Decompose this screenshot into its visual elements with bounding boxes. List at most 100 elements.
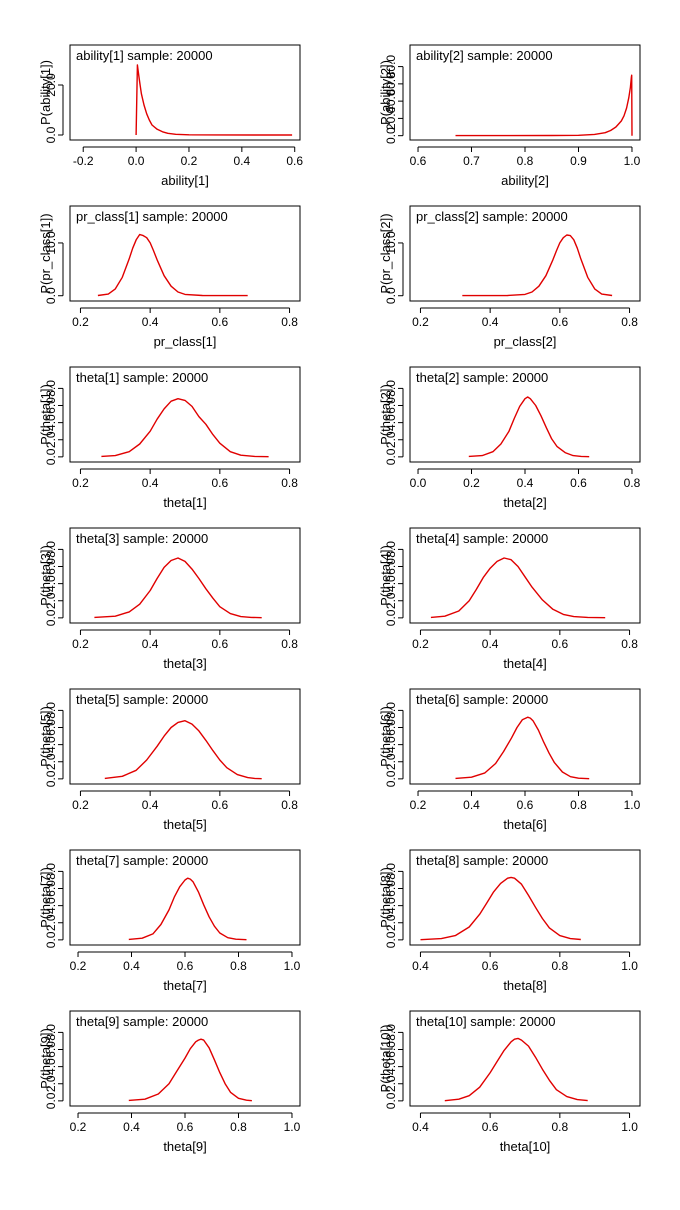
density-panel: theta[7] sample: 20000 0.2 0.4 0.6 0.8 1.0 the…	[0, 845, 340, 1006]
x-tick-label: 0.8	[230, 1120, 247, 1134]
x-tick-label: 0.4	[412, 959, 429, 973]
density-panel: theta[2] sample: 20000 0.0 0.2 0.4 0.6 0.8 the…	[340, 362, 680, 523]
density-panel: theta[4] sample: 20000 0.2 0.4 0.6 0.8 theta[…	[340, 523, 680, 684]
x-tick-label: 0.4	[412, 1120, 429, 1134]
y-tick-label: 6.0	[384, 1041, 398, 1058]
density-panel: theta[3] sample: 20000 0.2 0.4 0.6 0.8 theta[…	[0, 523, 340, 684]
y-axis-label: P(theta[2])	[378, 384, 393, 445]
density-chart: theta[10] sample: 20000 0.4 0.6 0.8 1.0 theta…	[378, 1010, 641, 1154]
density-chart: pr_class[1] sample: 20000 0.2 0.4 0.6 0.8 pr_…	[38, 205, 301, 349]
y-axis-label: P(theta[6])	[378, 706, 393, 767]
x-axis-label: pr_class[2]	[494, 334, 557, 349]
density-panel: pr_class[1] sample: 20000 0.2 0.4 0.6 0.8 pr_…	[0, 201, 340, 362]
y-tick-label: 0.0	[44, 126, 58, 143]
y-tick-label: 8.0	[384, 541, 398, 558]
plot-frame	[69, 688, 301, 785]
density-panel: theta[5] sample: 20000 0.2 0.4 0.6 0.8 theta[…	[0, 684, 340, 845]
plot-frame	[69, 1010, 301, 1107]
density-curve	[455, 716, 590, 780]
y-tick-label: 2.0	[44, 592, 58, 609]
x-tick-label: 0.4	[123, 1120, 140, 1134]
plot-frame	[69, 849, 301, 946]
x-axis-label: ability[1]	[161, 173, 209, 188]
y-tick-label: 4.0	[44, 897, 58, 914]
x-tick-label: 0.6	[212, 798, 229, 812]
x-tick-label: 0.6	[177, 1120, 194, 1134]
x-axis-label: theta[7]	[163, 978, 206, 993]
y-tick-label: 2.0	[384, 1075, 398, 1092]
density-curve	[444, 1037, 588, 1102]
y-tick-label: 0.0	[384, 609, 398, 626]
density-chart: theta[9] sample: 20000 0.2 0.4 0.6 0.8 1.0 the…	[38, 1010, 301, 1154]
plot-frame	[69, 205, 301, 302]
y-tick-label: 40.0	[384, 89, 398, 113]
x-tick-label: 0.2	[72, 476, 89, 490]
y-tick-label: 0.0	[384, 448, 398, 465]
y-tick-label: 6.0	[44, 558, 58, 575]
y-tick-label: 0.0	[44, 931, 58, 948]
plot-title: ability[1] sample: 20000	[76, 48, 213, 63]
x-tick-label: 1.0	[621, 959, 638, 973]
x-tick-label: 0.8	[570, 798, 587, 812]
x-axis-label: theta[1]	[163, 495, 206, 510]
density-curve	[104, 720, 262, 780]
y-tick-label: 6.0	[44, 880, 58, 897]
plot-title: theta[7] sample: 20000	[76, 853, 208, 868]
density-curve	[128, 877, 247, 941]
density-curve	[468, 396, 590, 458]
y-axis-label: P(theta[7])	[38, 867, 53, 928]
x-tick-label: 0.6	[212, 315, 229, 329]
x-tick-label: 1.0	[624, 154, 641, 168]
x-tick-label: 0.6	[410, 154, 427, 168]
x-tick-label: 0.2	[181, 154, 198, 168]
density-chart: theta[2] sample: 20000 0.0 0.2 0.4 0.6 0.8 the…	[378, 366, 641, 510]
density-curve	[462, 234, 613, 297]
x-tick-label: 0.6	[177, 959, 194, 973]
x-tick-label: -0.2	[73, 154, 94, 168]
plot-title: theta[10] sample: 20000	[416, 1014, 556, 1029]
density-panel: theta[9] sample: 20000 0.2 0.4 0.6 0.8 1.0 the…	[0, 1006, 340, 1167]
x-tick-label: 0.8	[281, 637, 298, 651]
x-tick-label: 0.8	[552, 1120, 569, 1134]
y-tick-label: 6.0	[384, 558, 398, 575]
x-tick-label: 0.0	[410, 476, 427, 490]
x-axis-label: theta[3]	[163, 656, 206, 671]
y-tick-label: 4.0	[384, 897, 398, 914]
x-tick-label: 0.6	[517, 798, 534, 812]
y-axis-label: P(pr_class[2])	[378, 213, 393, 293]
y-tick-label: 0.0	[384, 287, 398, 304]
x-tick-label: 0.8	[624, 476, 641, 490]
y-axis-label: P(theta[1])	[38, 384, 53, 445]
y-tick-label: 80.0	[384, 55, 398, 79]
x-tick-label: 1.0	[621, 1120, 638, 1134]
y-tick-label: 4.0	[44, 414, 58, 431]
x-tick-label: 0.8	[281, 798, 298, 812]
x-tick-label: 0.4	[142, 798, 159, 812]
y-tick-label: 60.0	[384, 72, 398, 96]
x-tick-label: 0.8	[621, 315, 638, 329]
density-curve	[420, 876, 581, 941]
density-curve	[128, 1038, 252, 1102]
x-tick-label: 0.4	[142, 637, 159, 651]
y-tick-label: 20.0	[384, 106, 398, 130]
density-chart: theta[3] sample: 20000 0.2 0.4 0.6 0.8 theta[…	[38, 527, 301, 671]
x-tick-label: 0.6	[212, 637, 229, 651]
y-tick-label: 6.0	[44, 719, 58, 736]
y-tick-label: 20.0	[44, 73, 58, 97]
y-tick-label: 4.0	[384, 1058, 398, 1075]
x-tick-label: 1.0	[624, 798, 641, 812]
x-tick-label: 0.2	[70, 1120, 87, 1134]
x-tick-label: 1.0	[284, 1120, 301, 1134]
plot-title: pr_class[2] sample: 20000	[416, 209, 568, 224]
y-tick-label: 0.0	[384, 127, 398, 144]
y-tick-label: 6.0	[44, 1041, 58, 1058]
y-tick-label: 0.0	[44, 609, 58, 626]
x-tick-label: 0.4	[142, 315, 159, 329]
x-tick-label: 0.6	[552, 315, 569, 329]
x-tick-label: 0.0	[128, 154, 145, 168]
density-chart: theta[8] sample: 20000 0.4 0.6 0.8 1.0 theta[…	[378, 849, 641, 993]
y-tick-label: 8.0	[44, 863, 58, 880]
y-axis-label: P(theta[10])	[378, 1025, 393, 1093]
y-tick-label: 2.0	[44, 431, 58, 448]
